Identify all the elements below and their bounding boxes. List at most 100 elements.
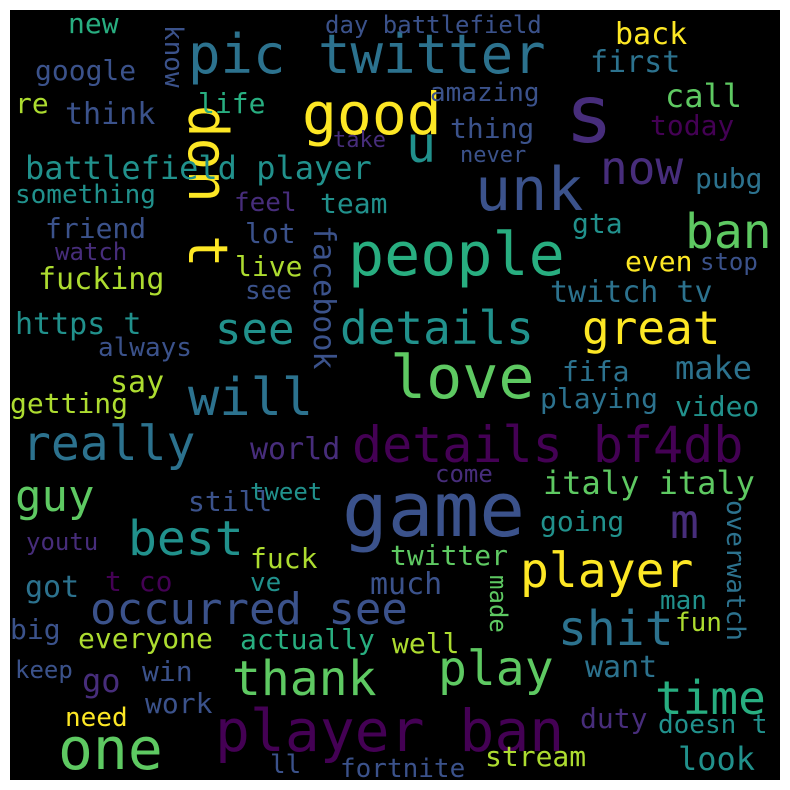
word-ve: ve — [250, 568, 282, 598]
word-fuck: fuck — [250, 542, 318, 575]
word-twitch-tv: twitch tv — [550, 275, 713, 310]
word-come: come — [435, 460, 493, 488]
word-guy: guy — [15, 471, 95, 522]
word-feel: feel — [234, 188, 297, 218]
word-will: will — [188, 368, 314, 428]
word-well: well — [392, 627, 460, 660]
word-getting: getting — [10, 387, 129, 420]
word-video: video — [675, 390, 760, 423]
word-lot: lot — [245, 217, 296, 250]
word-google: google — [35, 54, 137, 87]
word-something: something — [15, 180, 156, 210]
word-big: big — [10, 613, 61, 646]
word-unk: unk — [475, 155, 584, 225]
word-tweet: tweet — [250, 478, 323, 506]
word-https-t: https t — [15, 307, 142, 342]
word-back: back — [615, 17, 688, 52]
word-new: new — [68, 10, 119, 40]
word-everyone: everyone — [78, 622, 213, 655]
word-say: say — [110, 365, 165, 400]
word-details-bf4db: details bf4db — [352, 416, 744, 474]
word-fifa: fifa — [562, 355, 630, 388]
word-make: make — [675, 349, 753, 387]
word-one: one — [58, 715, 163, 780]
word-details: details — [340, 301, 534, 355]
word-t-co: t co — [105, 565, 173, 598]
word-s: s — [565, 68, 614, 161]
word-see-2: see — [245, 276, 292, 306]
word-much: much — [370, 567, 443, 602]
word-actually: actually — [240, 623, 375, 656]
word-really: really — [22, 416, 196, 472]
word-youtu: youtu — [26, 528, 99, 556]
word-twitter: twitter — [390, 539, 509, 572]
word-people: people — [348, 220, 565, 290]
word-pic-twitter: pic twitter — [188, 23, 546, 86]
word-fun: fun — [675, 608, 722, 638]
word-ban: ban — [685, 204, 772, 260]
word-know: know — [158, 25, 188, 88]
word-made: made — [484, 575, 512, 633]
word-win: win — [142, 655, 193, 688]
word-got: got — [25, 570, 80, 605]
word-world: world — [250, 432, 341, 467]
word-duty: duty — [580, 702, 648, 735]
word-love: love — [390, 343, 535, 413]
word-watch: watch — [55, 238, 128, 266]
word-first: first — [590, 45, 681, 80]
word-look: look — [678, 740, 756, 778]
word-take: take — [333, 128, 386, 153]
word-always: always — [98, 333, 192, 363]
word-keep: keep — [15, 656, 73, 684]
word-pubg: pubg — [695, 162, 763, 195]
word-m: m — [670, 494, 699, 550]
word-overwatch: overwatch — [720, 500, 750, 641]
word-battlefield-player: battlefield player — [25, 149, 372, 187]
word-fortnite: fortnite — [340, 754, 466, 780]
word-dont: don t — [176, 105, 239, 268]
word-live: live — [235, 250, 303, 283]
word-call: call — [665, 77, 743, 115]
word-fucking: fucking — [38, 262, 165, 297]
word-cloud-canvas: pic twitter game player ban details bf4d… — [10, 10, 780, 780]
word-going: going — [540, 505, 625, 538]
word-amazing: amazing — [430, 78, 540, 108]
word-doesn-t: doesn t — [658, 710, 768, 740]
word-facebook: facebook — [306, 225, 341, 370]
word-italy-italy: italy italy — [543, 464, 755, 502]
word-see-1: see — [215, 304, 295, 355]
word-great: great — [582, 301, 721, 355]
word-friend: friend — [45, 212, 147, 245]
word-player-ban: player ban — [215, 697, 565, 765]
word-playing: playing — [540, 382, 659, 415]
word-re: re — [15, 87, 49, 120]
word-life: life — [198, 87, 266, 120]
word-player: player — [520, 543, 694, 599]
word-good: good — [302, 80, 442, 148]
word-work: work — [145, 687, 213, 720]
word-still: still — [188, 485, 273, 518]
word-u: u — [406, 116, 437, 174]
word-think: think — [65, 97, 156, 132]
word-now: now — [600, 141, 684, 195]
word-day-battlefield: day battlefield — [325, 11, 542, 39]
word-occurred-see: occurred see — [90, 584, 408, 635]
word-game: game — [342, 465, 526, 554]
word-go: go — [82, 662, 121, 700]
word-never: never — [460, 143, 527, 168]
word-stream: stream — [485, 740, 587, 773]
word-ll: ll — [270, 750, 302, 780]
word-team: team — [320, 187, 388, 220]
word-thank: thank — [232, 651, 377, 707]
word-man: man — [660, 586, 707, 616]
word-today: today — [650, 109, 735, 142]
word-need: need — [65, 703, 128, 733]
word-gta: gta — [572, 207, 623, 240]
word-want: want — [585, 650, 658, 685]
word-stop: stop — [700, 248, 758, 276]
word-even: even — [625, 245, 693, 278]
word-thing: thing — [450, 112, 535, 145]
word-best: best — [128, 511, 244, 567]
word-time: time — [655, 671, 766, 725]
word-play: play — [438, 641, 554, 697]
